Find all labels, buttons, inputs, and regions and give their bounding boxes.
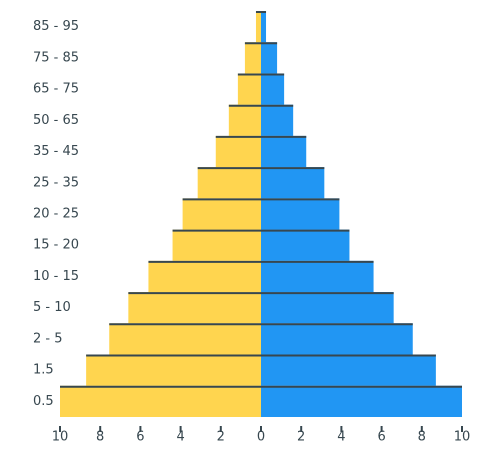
y-tick-label: 1.5 (33, 363, 54, 378)
bar (237, 73, 261, 105)
y-tick-label: 25 - 35 (33, 175, 79, 190)
bar (261, 135, 307, 168)
x-tick-label: 2 (217, 430, 225, 445)
bar (261, 73, 285, 105)
y-tick-label: 85 - 95 (33, 19, 79, 34)
y-tick-label: 20 - 25 (33, 207, 79, 222)
bar (261, 354, 436, 386)
x-tick-label: 0 (257, 430, 265, 445)
x-tick-label: 10 (52, 430, 69, 445)
bar (60, 385, 261, 417)
y-tick-label: 2 - 5 (33, 331, 63, 346)
y-tick-label: 65 - 75 (33, 82, 79, 97)
bar (244, 42, 261, 74)
y-tick-label: 5 - 10 (33, 300, 71, 315)
bar (255, 11, 261, 43)
x-tick-label: 4 (337, 430, 345, 445)
x-tick-label: 4 (176, 430, 184, 445)
bar (261, 42, 278, 74)
y-tick-label: 15 - 20 (33, 238, 79, 253)
bar (109, 323, 262, 355)
y-tick-label: 35 - 45 (33, 144, 79, 159)
y-tick-label: 75 - 85 (33, 50, 79, 65)
bar (261, 167, 325, 199)
x-tick-label: 2 (297, 430, 305, 445)
bar (261, 385, 462, 417)
bar (261, 198, 340, 230)
bar (197, 167, 261, 199)
bar (182, 198, 261, 230)
bar (148, 260, 261, 293)
bar (261, 229, 350, 261)
x-tick-label: 6 (136, 430, 144, 445)
bar (228, 104, 261, 136)
x-tick-label: 6 (377, 430, 385, 445)
y-tick-label: 10 - 15 (33, 269, 79, 284)
bar (215, 135, 261, 168)
x-tick-label: 8 (96, 430, 104, 445)
bar (261, 323, 413, 355)
bar (261, 104, 294, 136)
bar (86, 354, 261, 386)
x-tick-label: 10 (454, 430, 471, 445)
bar (261, 292, 394, 324)
bar (128, 292, 261, 324)
bar (261, 260, 374, 293)
y-tick-label: 50 - 65 (33, 113, 79, 128)
bar (172, 229, 261, 261)
y-tick-label: 0.5 (33, 394, 54, 409)
bar (261, 11, 267, 43)
x-tick-label: 8 (418, 430, 426, 445)
